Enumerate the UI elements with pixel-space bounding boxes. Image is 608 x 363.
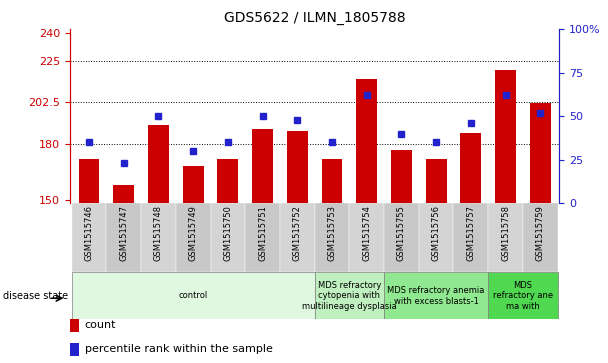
Bar (488, 203, 523, 272)
Bar (252, 129, 273, 203)
Bar (141, 203, 176, 272)
Bar (384, 203, 419, 272)
Bar (384, 272, 488, 319)
Bar (280, 203, 314, 272)
Text: MDS refractory anemia
with excess blasts-1: MDS refractory anemia with excess blasts… (387, 286, 485, 306)
Bar (315, 272, 384, 319)
Text: percentile rank within the sample: percentile rank within the sample (85, 344, 272, 354)
Bar (530, 103, 551, 203)
Bar (70, 343, 78, 356)
Bar (419, 203, 454, 272)
Text: GSM1515759: GSM1515759 (536, 205, 545, 261)
Bar (72, 203, 106, 272)
Text: GSM1515750: GSM1515750 (223, 205, 232, 261)
Text: MDS refractory
cytopenia with
multilineage dysplasia: MDS refractory cytopenia with multilinea… (302, 281, 397, 311)
Bar (488, 272, 558, 319)
Bar (210, 203, 245, 272)
Title: GDS5622 / ILMN_1805788: GDS5622 / ILMN_1805788 (224, 11, 406, 25)
Bar (148, 126, 169, 203)
Bar (113, 185, 134, 203)
Text: GSM1515758: GSM1515758 (501, 205, 510, 261)
Bar (78, 159, 100, 203)
Bar (454, 203, 488, 272)
Text: GSM1515754: GSM1515754 (362, 205, 371, 261)
Bar (183, 166, 204, 203)
Bar (106, 203, 141, 272)
Text: MDS
refractory ane
ma with: MDS refractory ane ma with (493, 281, 553, 311)
Text: GSM1515749: GSM1515749 (188, 205, 198, 261)
Bar (322, 159, 342, 203)
Bar (245, 203, 280, 272)
Text: GSM1515752: GSM1515752 (293, 205, 302, 261)
Text: GSM1515756: GSM1515756 (432, 205, 441, 261)
Text: GSM1515755: GSM1515755 (397, 205, 406, 261)
Text: GSM1515751: GSM1515751 (258, 205, 267, 261)
Bar (460, 133, 482, 203)
Bar (391, 150, 412, 203)
Text: control: control (179, 291, 208, 300)
Text: GSM1515746: GSM1515746 (85, 205, 94, 261)
Bar (495, 70, 516, 203)
Bar (176, 203, 210, 272)
Text: count: count (85, 320, 116, 330)
Bar (315, 203, 350, 272)
Bar (426, 159, 446, 203)
Text: GSM1515757: GSM1515757 (466, 205, 475, 261)
Text: GSM1515753: GSM1515753 (328, 205, 336, 261)
Bar (70, 319, 78, 332)
Bar (523, 203, 558, 272)
Bar (350, 203, 384, 272)
Bar (72, 272, 315, 319)
Text: GSM1515748: GSM1515748 (154, 205, 163, 261)
Bar (287, 131, 308, 203)
Bar (356, 79, 377, 203)
Bar (218, 159, 238, 203)
Text: GSM1515747: GSM1515747 (119, 205, 128, 261)
Text: disease state: disease state (3, 291, 68, 301)
